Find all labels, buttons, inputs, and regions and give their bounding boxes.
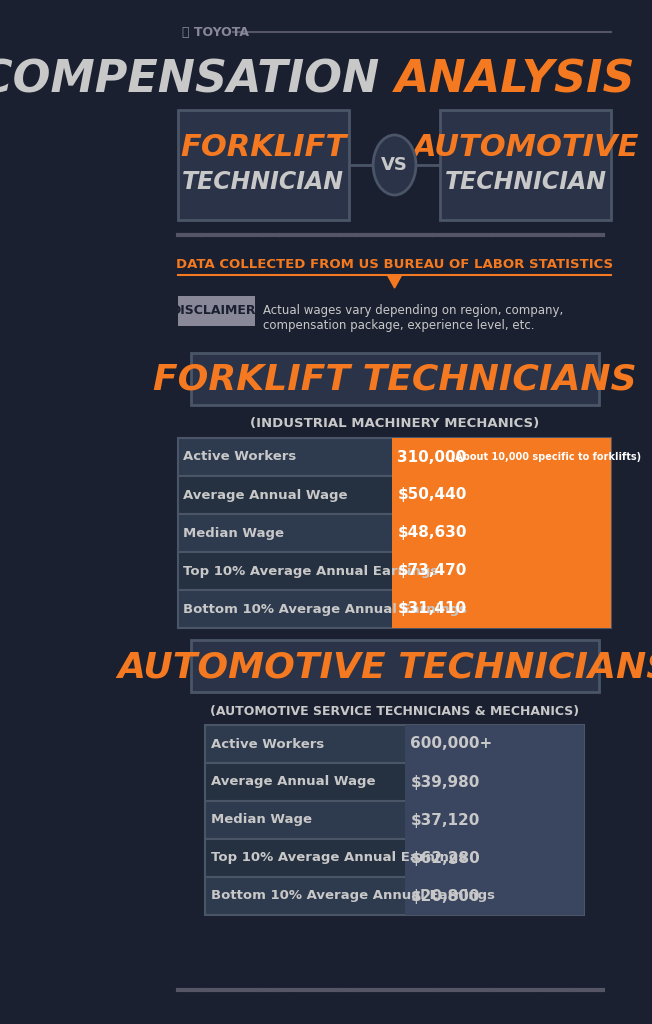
Text: COMPENSATION: COMPENSATION: [0, 58, 394, 101]
Text: 600,000+: 600,000+: [410, 736, 492, 752]
FancyBboxPatch shape: [404, 801, 584, 839]
Text: (INDUSTRIAL MACHINERY MECHANICS): (INDUSTRIAL MACHINERY MECHANICS): [250, 418, 539, 430]
FancyBboxPatch shape: [205, 801, 584, 839]
FancyBboxPatch shape: [404, 763, 584, 801]
Text: AUTOMOTIVE: AUTOMOTIVE: [413, 133, 639, 163]
Text: 310,000: 310,000: [398, 450, 467, 465]
FancyBboxPatch shape: [404, 877, 584, 915]
FancyBboxPatch shape: [178, 476, 612, 514]
Text: Top 10% Average Annual Earnings: Top 10% Average Annual Earnings: [211, 852, 466, 864]
Text: DATA COLLECTED FROM US BUREAU OF LABOR STATISTICS: DATA COLLECTED FROM US BUREAU OF LABOR S…: [176, 258, 613, 271]
Text: $62,280: $62,280: [410, 851, 480, 865]
Text: $50,440: $50,440: [398, 487, 467, 503]
Text: Median Wage: Median Wage: [211, 813, 312, 826]
Text: $39,980: $39,980: [410, 774, 480, 790]
Text: $31,410: $31,410: [398, 601, 467, 616]
FancyBboxPatch shape: [205, 839, 584, 877]
Text: Average Annual Wage: Average Annual Wage: [211, 775, 375, 788]
FancyBboxPatch shape: [178, 590, 612, 628]
FancyBboxPatch shape: [392, 438, 612, 476]
FancyBboxPatch shape: [392, 552, 612, 590]
Text: Bottom 10% Average Annual Earnings: Bottom 10% Average Annual Earnings: [183, 602, 467, 615]
FancyBboxPatch shape: [392, 476, 612, 514]
Text: $20,800: $20,800: [410, 889, 480, 903]
Text: (About 10,000 specific to forklifts): (About 10,000 specific to forklifts): [445, 452, 642, 462]
FancyBboxPatch shape: [190, 353, 599, 406]
FancyBboxPatch shape: [178, 438, 612, 476]
FancyBboxPatch shape: [178, 552, 612, 590]
Text: Top 10% Average Annual Earnings: Top 10% Average Annual Earnings: [183, 564, 439, 578]
Text: Median Wage: Median Wage: [183, 526, 284, 540]
FancyBboxPatch shape: [392, 514, 612, 552]
Polygon shape: [387, 275, 402, 288]
FancyBboxPatch shape: [392, 590, 612, 628]
Text: VS: VS: [381, 156, 408, 174]
FancyBboxPatch shape: [404, 839, 584, 877]
Text: TECHNICIAN: TECHNICIAN: [183, 170, 344, 194]
Text: FORKLIFT: FORKLIFT: [180, 133, 346, 163]
Text: $73,470: $73,470: [398, 563, 467, 579]
FancyBboxPatch shape: [178, 296, 255, 326]
Text: $48,630: $48,630: [398, 525, 467, 541]
Text: FORKLIFT TECHNICIANS: FORKLIFT TECHNICIANS: [153, 362, 636, 397]
Text: Active Workers: Active Workers: [211, 737, 324, 751]
Text: Active Workers: Active Workers: [183, 451, 297, 464]
Text: DISCLAIMER:: DISCLAIMER:: [171, 304, 261, 317]
Circle shape: [373, 135, 416, 195]
Text: AUTOMOTIVE TECHNICIANS: AUTOMOTIVE TECHNICIANS: [117, 650, 652, 684]
Text: Ⓣ TOYOTA: Ⓣ TOYOTA: [182, 26, 249, 39]
Text: (AUTOMOTIVE SERVICE TECHNICIANS & MECHANICS): (AUTOMOTIVE SERVICE TECHNICIANS & MECHAN…: [210, 705, 579, 718]
Text: Bottom 10% Average Annual Earnings: Bottom 10% Average Annual Earnings: [211, 890, 495, 902]
Text: Average Annual Wage: Average Annual Wage: [183, 488, 348, 502]
Text: $37,120: $37,120: [410, 812, 480, 827]
FancyBboxPatch shape: [205, 877, 584, 915]
Text: Actual wages vary depending on region, company,
compensation package, experience: Actual wages vary depending on region, c…: [263, 304, 563, 332]
FancyBboxPatch shape: [178, 514, 612, 552]
FancyBboxPatch shape: [178, 110, 349, 220]
Text: TECHNICIAN: TECHNICIAN: [445, 170, 607, 194]
FancyBboxPatch shape: [404, 725, 584, 763]
FancyBboxPatch shape: [190, 640, 599, 692]
Text: ANALYSIS: ANALYSIS: [394, 58, 635, 101]
FancyBboxPatch shape: [440, 110, 612, 220]
FancyBboxPatch shape: [205, 763, 584, 801]
FancyBboxPatch shape: [205, 725, 584, 763]
